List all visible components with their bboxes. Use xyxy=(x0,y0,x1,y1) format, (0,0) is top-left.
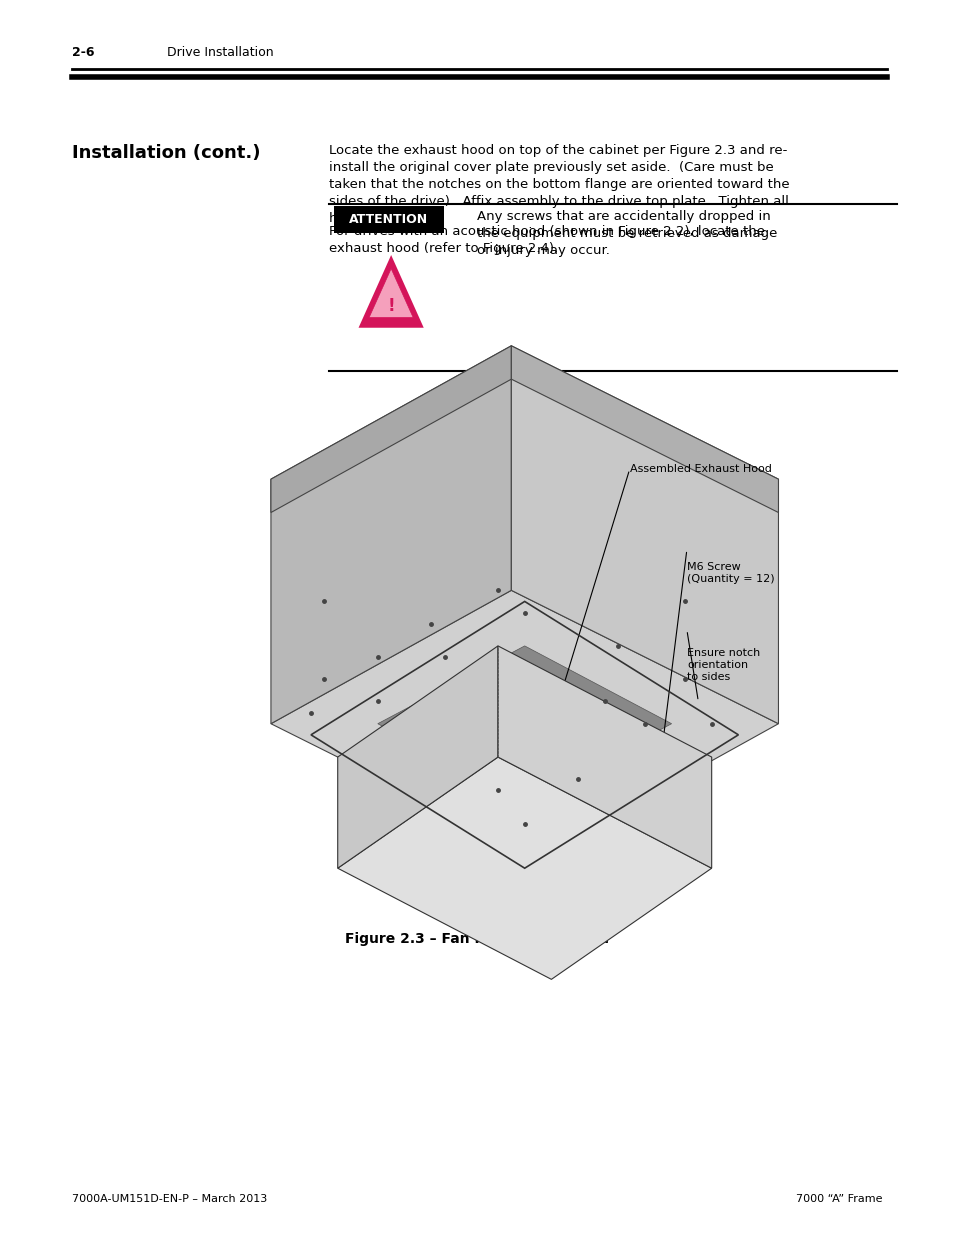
Text: ATTENTION: ATTENTION xyxy=(349,214,428,226)
Polygon shape xyxy=(369,269,413,317)
Text: Any screws that are accidentally dropped in
the equipment must be retrieved as d: Any screws that are accidentally dropped… xyxy=(476,210,777,257)
Text: Ensure notch
orientation
to sides: Ensure notch orientation to sides xyxy=(686,648,760,682)
Polygon shape xyxy=(271,590,778,857)
Text: Assembled Exhaust Hood: Assembled Exhaust Hood xyxy=(629,464,771,474)
Polygon shape xyxy=(337,757,711,979)
Text: Locate the exhaust hood on top of the cabinet per Figure 2.3 and re-
install the: Locate the exhaust hood on top of the ca… xyxy=(329,144,789,226)
Text: !: ! xyxy=(387,298,395,315)
Polygon shape xyxy=(377,646,671,802)
FancyBboxPatch shape xyxy=(334,206,443,233)
Polygon shape xyxy=(271,346,511,724)
Text: 7000 “A” Frame: 7000 “A” Frame xyxy=(795,1194,882,1204)
Polygon shape xyxy=(511,346,778,724)
Text: Figure 2.3 – Fan Hood Installation: Figure 2.3 – Fan Hood Installation xyxy=(345,931,608,946)
Polygon shape xyxy=(271,346,511,513)
Text: 7000A-UM151D-EN-P – March 2013: 7000A-UM151D-EN-P – March 2013 xyxy=(71,1194,267,1204)
Polygon shape xyxy=(497,646,711,868)
Polygon shape xyxy=(337,646,497,868)
Text: M6 Screw
(Quantity = 12): M6 Screw (Quantity = 12) xyxy=(686,562,774,583)
Text: Installation (cont.): Installation (cont.) xyxy=(71,144,260,163)
Polygon shape xyxy=(360,258,421,326)
Polygon shape xyxy=(511,346,778,513)
Text: Drive Installation: Drive Installation xyxy=(167,46,274,59)
Text: For drives with an acoustic hood (shown in Figure 2.2), locate the
exhaust hood : For drives with an acoustic hood (shown … xyxy=(329,225,764,254)
Text: 2-6: 2-6 xyxy=(71,46,94,59)
